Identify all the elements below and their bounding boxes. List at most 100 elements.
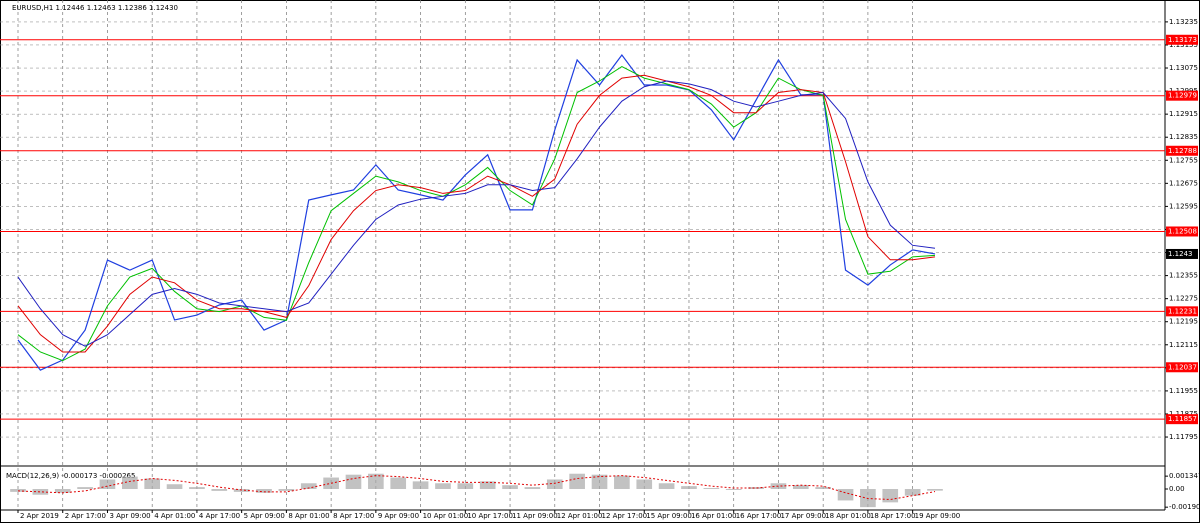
- macd-bar: [390, 477, 407, 489]
- level-label-box: [1166, 34, 1198, 45]
- macd-bar: [614, 475, 630, 489]
- y-tick-label: 0.00: [1169, 485, 1185, 493]
- y-tick-label: 1.12915: [1169, 110, 1198, 118]
- macd-bar: [591, 474, 608, 489]
- macd-bar: [99, 479, 116, 489]
- level-label-box: [1166, 414, 1198, 425]
- y-tick-label: 1.12755: [1169, 156, 1198, 164]
- macd-bar: [703, 488, 720, 489]
- y-tick-label: 1.12275: [1169, 295, 1198, 303]
- x-tick-label: 10 Apr 17:00: [467, 512, 513, 520]
- level-label: 1.11857: [1168, 415, 1197, 423]
- macd-bar: [10, 489, 26, 492]
- y-tick-label: 1.13155: [1169, 41, 1198, 49]
- x-tick-label: 11 Apr 09:00: [512, 512, 558, 520]
- x-tick-label: 17 Apr 09:00: [780, 512, 826, 520]
- x-tick-label: 10 Apr 01:00: [423, 512, 469, 520]
- macd-bar: [77, 487, 93, 489]
- x-tick-label: 18 Apr 17:00: [870, 512, 916, 520]
- y-tick-label: 1.11875: [1169, 410, 1198, 418]
- level-label-box: [1166, 145, 1198, 156]
- x-tick-label: 5 Apr 09:00: [244, 512, 285, 520]
- macd-bar: [189, 487, 205, 489]
- macd-bar: [300, 483, 317, 489]
- last-price-box: [1166, 248, 1198, 259]
- y-tick-label: 1.12195: [1169, 318, 1198, 326]
- macd-bar: [54, 489, 71, 493]
- x-tick-label: 18 Apr 01:00: [825, 512, 871, 520]
- level-label: 1.12231: [1168, 307, 1197, 315]
- macd-bar: [904, 489, 921, 496]
- x-tick-label: 4 Apr 17:00: [199, 512, 240, 520]
- moving-average: [17, 74, 936, 353]
- moving-average: [17, 66, 936, 362]
- macd-bar: [882, 489, 899, 503]
- x-tick-label: 4 Apr 01:00: [154, 512, 195, 520]
- macd-bar: [479, 481, 496, 489]
- macd-bar: [211, 489, 228, 491]
- level-label: 1.12788: [1168, 147, 1197, 155]
- macd-bar: [658, 483, 675, 489]
- macd-bar: [457, 483, 474, 489]
- x-tick-label: 19 Apr 09:00: [915, 512, 961, 520]
- x-tick-label: 16 Apr 01:00: [691, 512, 737, 520]
- x-tick-label: 16 Apr 17:00: [736, 512, 782, 520]
- macd-bar: [368, 473, 384, 489]
- macd-bar: [546, 479, 563, 489]
- y-tick-label: 0.001347: [1169, 472, 1200, 480]
- y-tick-label: 1.13075: [1169, 64, 1198, 72]
- level-label-box: [1166, 90, 1198, 101]
- macd-bar: [345, 474, 362, 489]
- y-tick-label: 1.12355: [1169, 272, 1198, 280]
- macd-bar: [435, 483, 451, 489]
- macd-bar: [502, 485, 518, 489]
- macd-bar: [927, 489, 943, 491]
- last-price-label: 1.1243: [1168, 250, 1193, 258]
- level-label-box: [1166, 362, 1198, 373]
- macd-bar: [32, 489, 49, 495]
- moving-average: [17, 80, 936, 347]
- macd-bar: [837, 489, 854, 501]
- macd-bar: [815, 487, 831, 489]
- level-label: 1.12508: [1168, 227, 1197, 235]
- y-tick-label: -0.001904: [1169, 503, 1200, 511]
- x-tick-label: 12 Apr 01:00: [557, 512, 603, 520]
- macd-bar: [748, 487, 764, 489]
- macd-bar: [144, 478, 161, 489]
- x-tick-label: 9 Apr 09:00: [378, 512, 419, 520]
- macd-bar: [681, 486, 697, 489]
- macd-bar: [792, 485, 809, 489]
- y-tick-label: 1.11795: [1169, 433, 1198, 441]
- signal-line: [17, 475, 936, 501]
- x-tick-label: 3 Apr 09:00: [109, 512, 150, 520]
- macd-title: MACD(12,26,9) -0.000173 -0.000265: [6, 472, 135, 480]
- x-tick-label: 2 Apr 2019: [20, 512, 59, 520]
- y-tick-label: 1.12595: [1169, 202, 1198, 210]
- y-tick-label: 1.13235: [1169, 18, 1198, 26]
- y-tick-label: 1.11955: [1169, 387, 1198, 395]
- price-line: [17, 54, 936, 371]
- macd-bar: [122, 476, 138, 489]
- level-label-box: [1166, 226, 1198, 237]
- macd-bar: [412, 481, 429, 489]
- level-label: 1.13173: [1168, 36, 1197, 44]
- macd-bar: [569, 473, 585, 489]
- x-tick-label: 15 Apr 09:00: [646, 512, 692, 520]
- level-label-box: [1166, 306, 1198, 317]
- x-tick-label: 8 Apr 17:00: [333, 512, 374, 520]
- macd-bar: [725, 489, 742, 490]
- macd-bar: [278, 489, 295, 491]
- y-tick-label: 1.12835: [1169, 133, 1198, 141]
- x-tick-label: 8 Apr 01:00: [288, 512, 329, 520]
- x-tick-label: 12 Apr 17:00: [602, 512, 648, 520]
- macd-bar: [636, 479, 653, 489]
- chart-title: EURUSD,H1 1.12446 1.12463 1.12386 1.1243…: [12, 4, 178, 12]
- level-label: 1.12979: [1168, 92, 1197, 100]
- level-label: 1.12037: [1168, 363, 1197, 371]
- y-tick-label: 1.12115: [1169, 341, 1198, 349]
- macd-bar: [166, 484, 183, 489]
- x-tick-label: 2 Apr 17:00: [65, 512, 106, 520]
